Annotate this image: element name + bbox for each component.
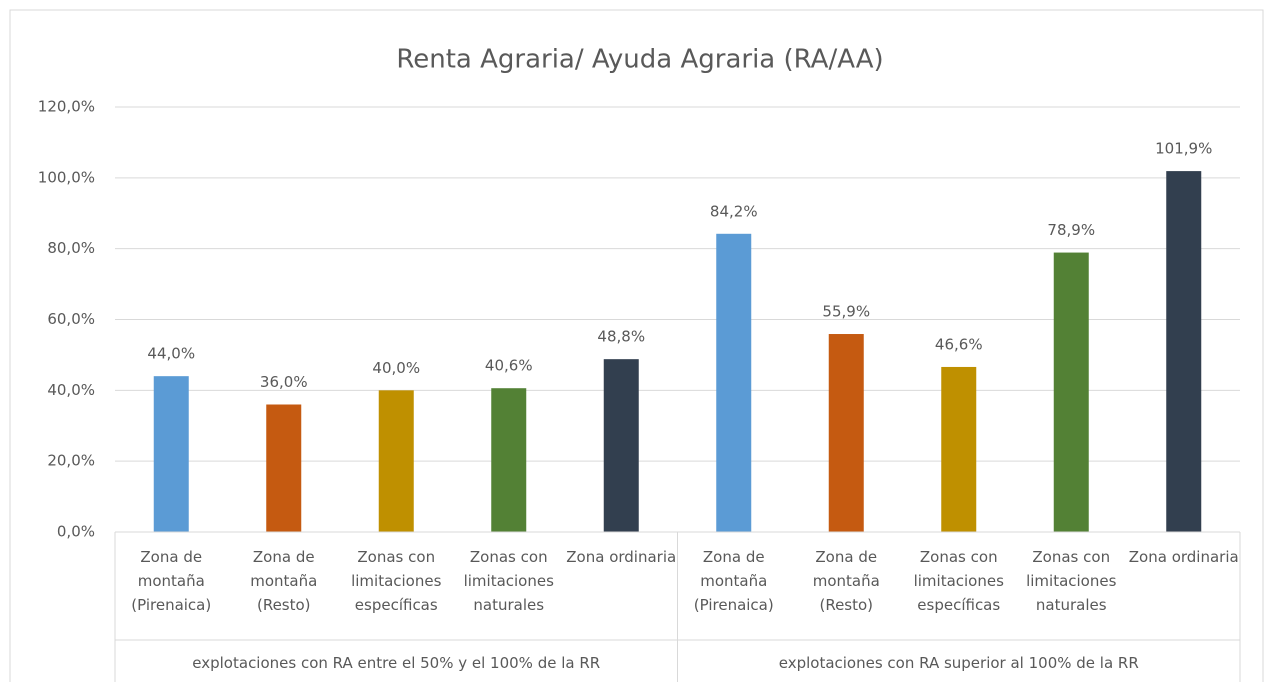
x-tick-label: Zona de montaña (Pirenaica) xyxy=(131,548,212,614)
y-tick-label: 100,0% xyxy=(38,168,95,186)
data-label: 44,0% xyxy=(147,345,195,363)
data-label: 78,9% xyxy=(1047,221,1095,239)
bar xyxy=(1053,252,1089,532)
x-tick-label: Zonas con limitaciones específicas xyxy=(351,548,442,614)
group-label: explotaciones con RA entre el 50% y el 1… xyxy=(192,654,601,672)
x-tick-label: Zonas con limitaciones naturales xyxy=(1026,548,1117,614)
bar xyxy=(941,366,977,532)
data-label: 36,0% xyxy=(260,373,308,391)
data-label: 40,0% xyxy=(372,359,420,377)
bar xyxy=(1166,171,1202,532)
x-tick-label: Zonas con limitaciones específicas xyxy=(913,548,1004,614)
chart-title: Renta Agraria/ Ayuda Agraria (RA/AA) xyxy=(396,45,883,75)
group-label: explotaciones con RA superior al 100% de… xyxy=(778,654,1139,672)
bar xyxy=(378,390,414,532)
data-label: 46,6% xyxy=(935,335,983,353)
bar xyxy=(491,388,527,532)
y-tick-label: 20,0% xyxy=(47,452,95,470)
y-tick-label: 80,0% xyxy=(47,239,95,257)
chart-border xyxy=(9,9,1264,682)
y-tick-label: 60,0% xyxy=(47,310,95,328)
x-tick-label: Zonas con limitaciones naturales xyxy=(463,548,554,614)
x-tick-label: Zona de montaña (Resto) xyxy=(812,548,880,614)
y-tick-label: 0,0% xyxy=(57,523,95,541)
bar xyxy=(266,404,302,532)
data-label: 55,9% xyxy=(822,303,870,321)
bar xyxy=(603,359,639,532)
y-tick-label: 40,0% xyxy=(47,381,95,399)
y-tick-label: 120,0% xyxy=(38,98,95,116)
bar xyxy=(153,376,189,532)
data-label: 101,9% xyxy=(1155,140,1212,158)
x-tick-label: Zona de montaña (Pirenaica) xyxy=(693,548,774,614)
x-tick-label: Zona ordinaria xyxy=(566,548,677,566)
data-label: 48,8% xyxy=(597,328,645,346)
x-tick-label: Zona ordinaria xyxy=(1128,548,1239,566)
bar xyxy=(716,233,752,532)
data-label: 40,6% xyxy=(485,357,533,375)
data-label: 84,2% xyxy=(710,202,758,220)
bar xyxy=(828,334,864,532)
x-tick-label: Zona de montaña (Resto) xyxy=(250,548,318,614)
